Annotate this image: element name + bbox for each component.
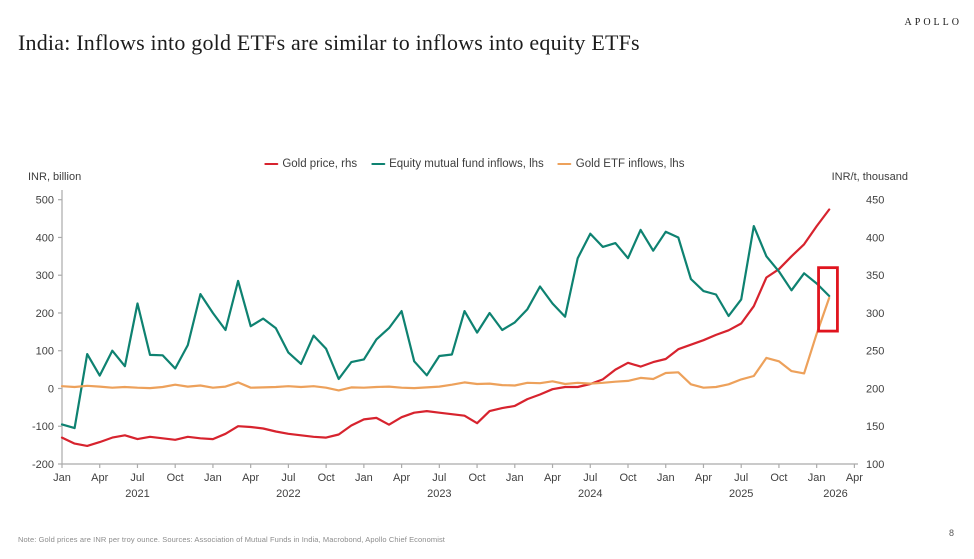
x-axis-month-label: Jan — [808, 472, 826, 484]
right-axis-tick-label: 200 — [866, 383, 884, 395]
right-axis-tick-label: 300 — [866, 308, 884, 320]
right-axis-tick-label: 150 — [866, 421, 884, 433]
x-axis-month-label: Jan — [204, 472, 222, 484]
x-axis-month-label: Jan — [506, 472, 524, 484]
gold-price-line — [60, 208, 831, 447]
left-axis-tick-label: 0 — [48, 383, 54, 395]
gold-etf-inflows-line — [60, 296, 831, 392]
right-axis-tick-label: 450 — [866, 195, 884, 207]
legend-item-gold-etf-inflows: Gold ETF inflows, lhs — [557, 158, 685, 170]
legend-item-gold-price: Gold price, rhs — [264, 158, 357, 170]
x-axis-month-label: Jul — [734, 472, 748, 484]
page-number: 8 — [948, 528, 954, 538]
x-axis-month-label: Jan — [53, 472, 71, 484]
x-axis-month-label: Jan — [657, 472, 675, 484]
x-axis-month-label: Jul — [281, 472, 295, 484]
x-axis-month-label: Apr — [846, 472, 863, 484]
left-axis-tick-label: 200 — [36, 308, 54, 320]
left-axis-tick-label: 300 — [36, 270, 54, 282]
equity-inflows-legend-dash-icon — [371, 162, 386, 166]
left-axis-tick-label: 100 — [36, 346, 54, 358]
x-axis-month-label: Jul — [432, 472, 446, 484]
x-axis-month-label: Apr — [695, 472, 712, 484]
right-axis-tick-label: 250 — [866, 346, 884, 358]
x-axis-month-label: Apr — [242, 472, 259, 484]
x-axis-month-label: Jul — [583, 472, 597, 484]
x-axis-month-label: Oct — [770, 472, 787, 484]
legend-label-gold-price: Gold price, rhs — [282, 158, 358, 170]
right-axis-tick-label: 100 — [866, 459, 884, 471]
x-axis-month-label: Oct — [619, 472, 636, 484]
left-axis-tick-label: -100 — [32, 421, 54, 433]
right-axis-title: INR/t, thousand — [831, 171, 908, 183]
apollo-logo: APOLLO — [904, 17, 962, 28]
x-axis-year-label: 2021 — [125, 488, 149, 500]
source-note: Note: Gold prices are INR per troy ounce… — [18, 535, 445, 544]
left-axis-tick-label: 500 — [36, 195, 54, 207]
x-axis-year-label: 2022 — [276, 488, 300, 500]
x-axis-month-label: Apr — [91, 472, 108, 484]
gold-etf-inflows-legend-dash-icon — [557, 162, 572, 166]
x-axis-month-label: Jan — [355, 472, 373, 484]
x-axis-month-label: Apr — [544, 472, 561, 484]
x-axis-month-label: Apr — [393, 472, 410, 484]
equity-inflows-line — [60, 225, 831, 430]
highlight-box-annotation — [817, 266, 839, 333]
right-axis-tick-label: 400 — [866, 232, 884, 244]
x-axis-month-label: Jul — [130, 472, 144, 484]
x-axis-month-label: Oct — [167, 472, 184, 484]
x-axis-year-label: 2023 — [427, 488, 451, 500]
left-axis-tick-label: 400 — [36, 232, 54, 244]
x-axis-month-label: Oct — [469, 472, 486, 484]
page-title: India: Inflows into gold ETFs are simila… — [18, 30, 640, 55]
x-axis-year-label: 2025 — [729, 488, 753, 500]
gold-price-legend-dash-icon — [264, 162, 279, 166]
right-axis-tick-label: 350 — [866, 270, 884, 282]
legend-label-equity-inflows: Equity mutual fund inflows, lhs — [389, 158, 544, 170]
x-axis-month-label: Oct — [318, 472, 335, 484]
x-axis-year-label: 2024 — [578, 488, 602, 500]
chart-legend: Gold price, rhs Equity mutual fund inflo… — [264, 158, 684, 170]
x-axis-year-label: 2026 — [823, 488, 847, 500]
legend-label-gold-etf-inflows: Gold ETF inflows, lhs — [575, 158, 685, 170]
left-axis-tick-label: -200 — [32, 459, 54, 471]
left-axis-title: INR, billion — [28, 171, 82, 183]
legend-item-equity-inflows: Equity mutual fund inflows, lhs — [371, 158, 544, 170]
